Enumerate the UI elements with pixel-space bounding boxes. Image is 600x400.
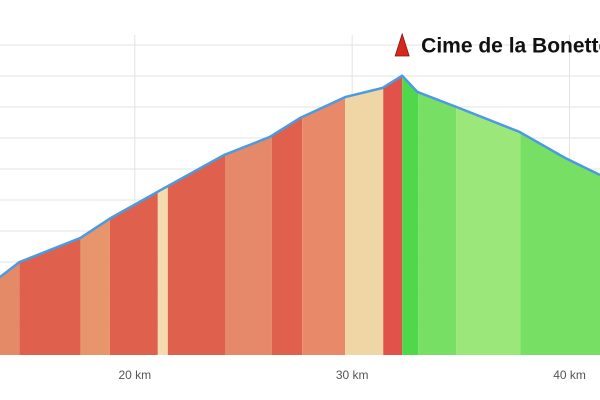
x-tick-label: 40 km [553,368,586,382]
gradient-band [383,75,403,355]
gradient-band [418,75,457,355]
gradient-band [19,75,81,355]
gradient-band [0,75,20,355]
x-tick-label: 30 km [336,368,369,382]
x-tick-label: 20 km [118,368,151,382]
gradient-band [520,75,600,355]
gradient-band [167,75,225,355]
summit-marker [394,32,410,57]
gradient-band [302,75,346,355]
gradient-band [109,75,158,355]
gradient-band [80,75,110,355]
gradient-band [157,75,168,355]
gradient-band [402,75,419,355]
gradient-band [225,75,272,355]
gradient-band [456,75,521,355]
gradient-band [345,75,384,355]
elevation-line [0,74,600,279]
gradient-band [271,75,303,355]
annotation: Cime de la Bonette [421,35,600,58]
